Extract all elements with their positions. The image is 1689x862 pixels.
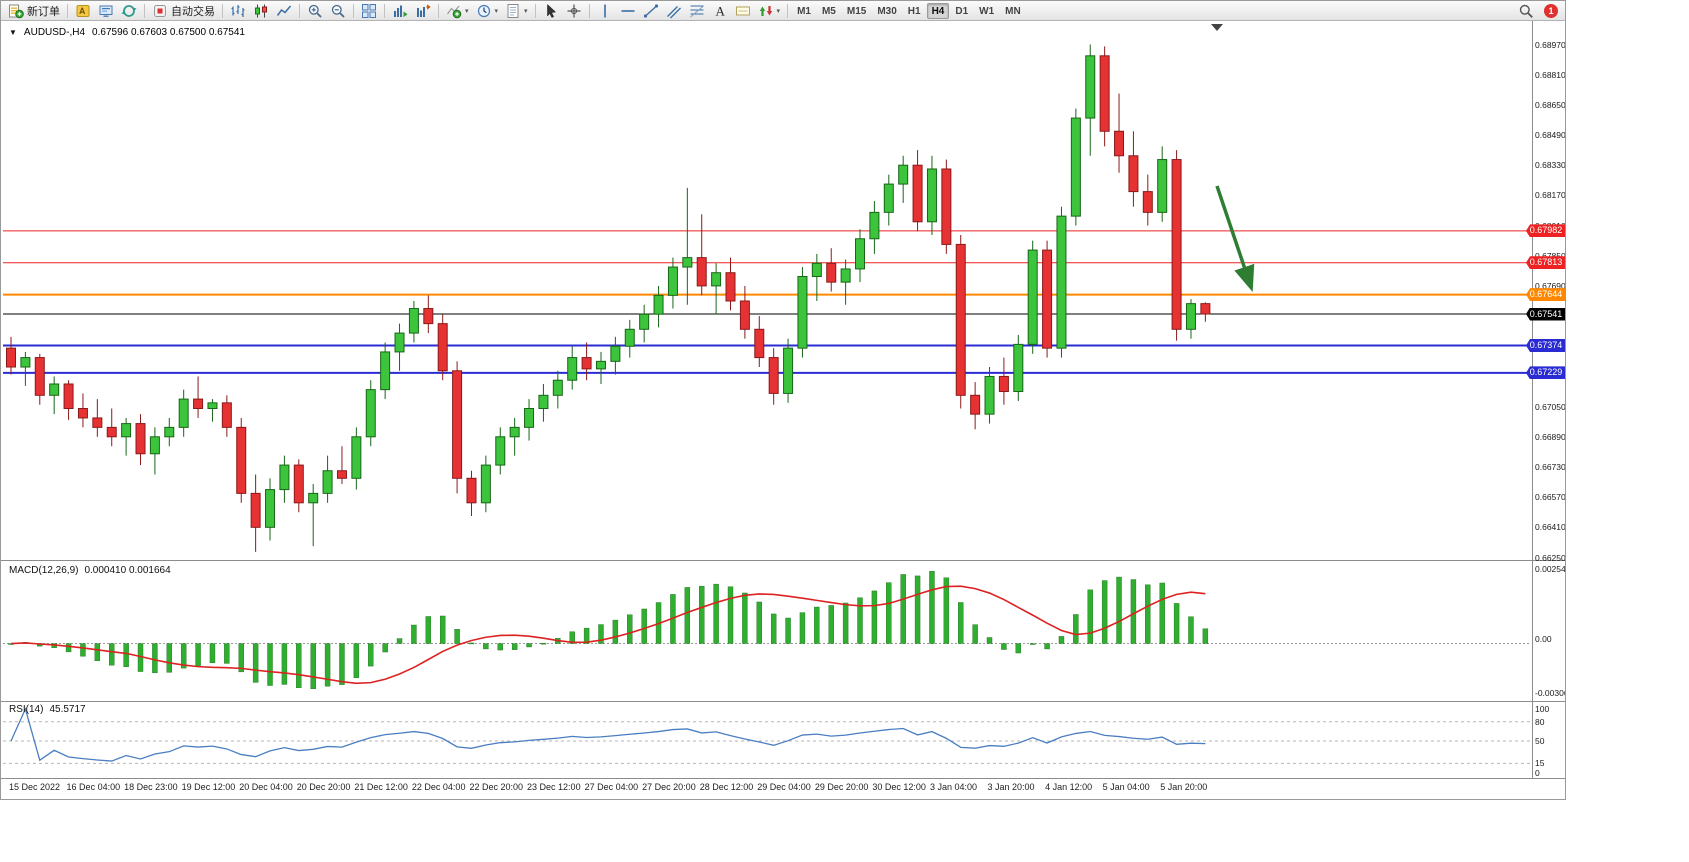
- toolbar-separator: [67, 3, 68, 18]
- toolbar: 新订单 自动交易 ▾ ▾ ▾ A ▾ M1 M5 M15 M30 H1 H4 D1 W1 MN 1: [1, 1, 1565, 21]
- channel-button[interactable]: [663, 2, 685, 20]
- timeframe-h4[interactable]: H4: [926, 2, 950, 19]
- toolbar-separator: [353, 3, 354, 18]
- notification-badge[interactable]: 1: [1544, 3, 1558, 18]
- text-button[interactable]: A: [709, 2, 731, 20]
- timeframe-h1[interactable]: H1: [907, 5, 921, 17]
- rsi-line: [10, 707, 1206, 762]
- toolbar-separator: [438, 3, 439, 18]
- timeframe-m5[interactable]: M5: [821, 5, 836, 17]
- auto-scroll-button[interactable]: [389, 2, 411, 20]
- templates-button[interactable]: ▾: [502, 2, 531, 20]
- periods-button[interactable]: ▾: [473, 2, 502, 20]
- dropdown-arrow-icon: ▾: [776, 7, 781, 15]
- indicators-button[interactable]: ▾: [443, 2, 472, 20]
- toolbar-separator: [384, 3, 385, 18]
- timeframe-m1[interactable]: M1: [797, 5, 811, 17]
- chart-canvas[interactable]: [1, 1, 1565, 799]
- arrow-annotation[interactable]: [1215, 185, 1255, 292]
- chart-shift-button[interactable]: [412, 2, 434, 20]
- new-order-button[interactable]: 新订单: [5, 2, 63, 20]
- fibonacci-button[interactable]: [686, 2, 708, 20]
- timeframe-w1[interactable]: W1: [979, 5, 995, 17]
- timeframe-m15[interactable]: M15: [846, 5, 867, 17]
- crosshair-button[interactable]: [563, 2, 585, 20]
- mt4-window: 新订单 自动交易 ▾ ▾ ▾ A ▾ M1 M5 M15 M30 H1 H4 D1 W1 MN 1 ▼ AUD…: [0, 0, 1566, 800]
- timeframe-d1[interactable]: D1: [955, 5, 969, 17]
- text-label-button[interactable]: [732, 2, 754, 20]
- toolbar-separator: [588, 3, 590, 18]
- candlestick-chart-button[interactable]: [250, 2, 272, 20]
- autotrading-button[interactable]: 自动交易: [149, 2, 218, 20]
- bar-chart-button[interactable]: [227, 2, 249, 20]
- toolbar-separator: [787, 3, 789, 18]
- metaeditor-button[interactable]: [72, 2, 94, 20]
- zoom-in-button[interactable]: [304, 2, 326, 20]
- autotrading-button-label: 自动交易: [171, 5, 215, 18]
- strategy-tester-button[interactable]: [118, 2, 140, 20]
- timeframe-mn[interactable]: MN: [1005, 5, 1021, 17]
- dropdown-arrow-icon: ▾: [524, 7, 528, 15]
- dropdown-arrow-icon: ▾: [494, 7, 499, 15]
- toolbar-separator: [534, 3, 536, 18]
- trendline-button[interactable]: [640, 2, 662, 20]
- svg-text:A: A: [715, 3, 725, 18]
- tile-windows-button[interactable]: [358, 2, 380, 20]
- macd-histogram: [8, 571, 1209, 689]
- toolbar-items: 新订单 自动交易 ▾ ▾ ▾ A ▾ M1 M5 M15 M30 H1 H4 D1 W1 MN: [5, 1, 1026, 20]
- toolbar-separator: [299, 3, 300, 18]
- line-chart-button[interactable]: [273, 2, 295, 20]
- toolbar-separator: [222, 3, 223, 18]
- terminal-button[interactable]: [95, 2, 117, 20]
- zoom-out-button[interactable]: [327, 2, 349, 20]
- new-order-button-label: 新订单: [27, 5, 60, 18]
- chart-shift-marker: [1211, 24, 1223, 31]
- arrows-button[interactable]: ▾: [755, 2, 784, 20]
- toolbar-separator: [144, 3, 145, 18]
- timeframe-m30[interactable]: M30: [877, 5, 897, 17]
- vertical-line-button[interactable]: [594, 2, 616, 20]
- cursor-button[interactable]: [540, 2, 562, 20]
- horizontal-line-button[interactable]: [617, 2, 639, 20]
- search-icon[interactable]: [1515, 2, 1537, 20]
- candles: [6, 44, 1211, 552]
- macd-signal-line: [10, 585, 1206, 685]
- dropdown-arrow-icon: ▾: [465, 7, 469, 15]
- toolbar-right: 1: [1515, 2, 1561, 20]
